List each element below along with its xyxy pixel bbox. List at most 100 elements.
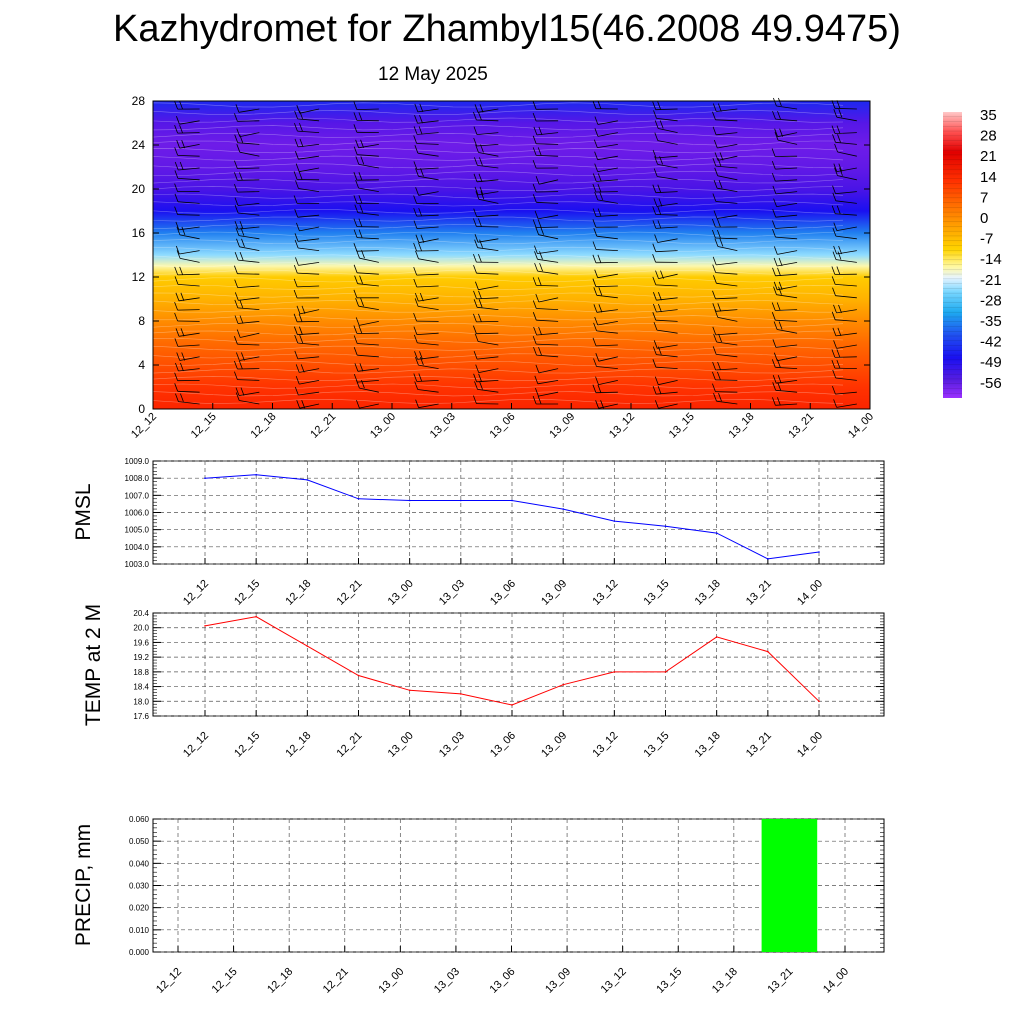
wind-barb-flag <box>712 157 717 167</box>
wind-barb-flag <box>415 168 419 177</box>
wind-barb-flag <box>473 111 477 121</box>
wind-barb-flag <box>712 361 716 371</box>
wind-barb <box>356 108 379 110</box>
wind-barb <box>536 155 559 157</box>
wind-barb <box>416 285 439 288</box>
wind-barb-flag <box>833 109 838 118</box>
wind-barb-flag <box>415 234 420 243</box>
wind-barb <box>716 341 738 346</box>
wind-barb-flag <box>414 351 418 360</box>
wind-barb-flag <box>473 325 477 334</box>
wind-barb-flag <box>592 278 597 287</box>
wind-barb-flag <box>538 326 542 336</box>
wind-barb-flag <box>176 140 181 149</box>
wind-barb-flag <box>474 239 478 248</box>
wind-barb-flag <box>838 109 843 118</box>
contour-line <box>152 330 844 336</box>
wind-barb-flag <box>413 126 418 135</box>
ytick-label: 1006.0 <box>125 509 150 518</box>
wind-barb <box>477 191 499 196</box>
wind-barb-flag <box>713 180 718 189</box>
temp-xtick-label: 14_00 <box>795 730 825 760</box>
wind-barb-flag <box>473 290 477 300</box>
wind-barb-flag <box>836 205 841 214</box>
wind-barb <box>834 367 857 369</box>
contour-line <box>152 193 844 199</box>
wind-barb-flag <box>712 264 717 273</box>
wind-barb-flag <box>714 238 719 247</box>
colorbar-bar <box>943 112 962 398</box>
wind-barb-flag <box>836 266 841 275</box>
wind-barb <box>715 201 738 204</box>
wind-barb-flag <box>837 251 842 260</box>
pmsl-xtick-label: 13_03 <box>437 578 467 608</box>
wind-barb-flag <box>653 110 657 119</box>
wind-barb-flag <box>778 321 783 330</box>
wind-barb <box>478 341 499 346</box>
ytick-label: 18.8 <box>133 668 149 677</box>
wind-barb-flag <box>415 250 419 259</box>
wind-barb-flag <box>474 333 479 342</box>
wind-barb-flag <box>533 326 537 336</box>
wind-barb <box>299 108 320 114</box>
colorbar-label: -21 <box>980 272 1002 289</box>
wind-barb-flag <box>479 104 484 113</box>
wind-barb <box>835 191 857 195</box>
wind-barb-flag <box>180 362 184 372</box>
wind-barb-flag <box>473 208 478 217</box>
wind-barb-flag <box>353 146 358 155</box>
wind-barb-flag <box>653 198 658 207</box>
wind-barb-flag <box>832 251 837 260</box>
heatmap-xtick-label: 13_21 <box>786 411 816 441</box>
wind-barb <box>476 214 499 218</box>
wind-barb-flag <box>833 222 838 231</box>
wind-barb <box>597 167 618 172</box>
contour-line <box>152 277 844 283</box>
wind-barb <box>657 140 678 145</box>
wind-barb-flag <box>652 346 657 355</box>
wind-barb <box>598 380 618 385</box>
wind-barb <box>656 329 678 334</box>
wind-barb-flag <box>295 163 300 172</box>
wind-barb <box>656 309 678 313</box>
colorbar-label: -49 <box>980 354 1002 371</box>
wind-barb-flag <box>535 226 539 235</box>
wind-barb-flag <box>837 134 841 143</box>
heatmap-ytick-label: 12 <box>132 270 146 284</box>
wind-barb-flag <box>833 163 838 172</box>
ytick-label: 0.060 <box>129 815 150 824</box>
pmsl-xtick-label: 12_21 <box>335 578 365 608</box>
wind-barb-flag <box>712 256 717 266</box>
wind-barb-flag <box>175 393 179 402</box>
wind-barb-flag <box>595 376 599 385</box>
wind-barb-flag <box>239 134 244 143</box>
wind-barb <box>596 214 618 217</box>
wind-barb <box>716 262 738 266</box>
wind-barb <box>417 389 439 393</box>
heatmap-xtick-label: 13_09 <box>547 411 577 441</box>
wind-barb-flag <box>773 281 778 290</box>
wind-barb-flag <box>532 335 537 345</box>
wind-barb-flag <box>831 100 836 109</box>
wind-barb <box>775 118 798 122</box>
wind-barb <box>297 332 320 336</box>
wind-barb-flag <box>659 156 663 165</box>
precip-xtick-label: 12_18 <box>265 966 295 996</box>
temp-xtick-label: 12_15 <box>232 730 262 760</box>
wind-barb-flag <box>179 161 184 171</box>
wind-barb-flag <box>833 245 837 255</box>
wind-barb <box>299 380 320 385</box>
wind-barb <box>298 188 320 192</box>
wind-barb-flag <box>353 229 358 238</box>
wind-barb <box>656 297 678 301</box>
data-point <box>818 700 820 703</box>
wind-barb <box>476 380 499 383</box>
wind-barb-flag <box>293 195 298 204</box>
wind-barb <box>299 403 320 409</box>
wind-barb <box>477 389 499 393</box>
wind-barb <box>658 380 678 386</box>
ytick-label: 1005.0 <box>125 526 150 535</box>
wind-barb <box>536 308 559 310</box>
wind-barb-flag <box>295 364 300 373</box>
colorbar-label: 14 <box>980 169 997 186</box>
